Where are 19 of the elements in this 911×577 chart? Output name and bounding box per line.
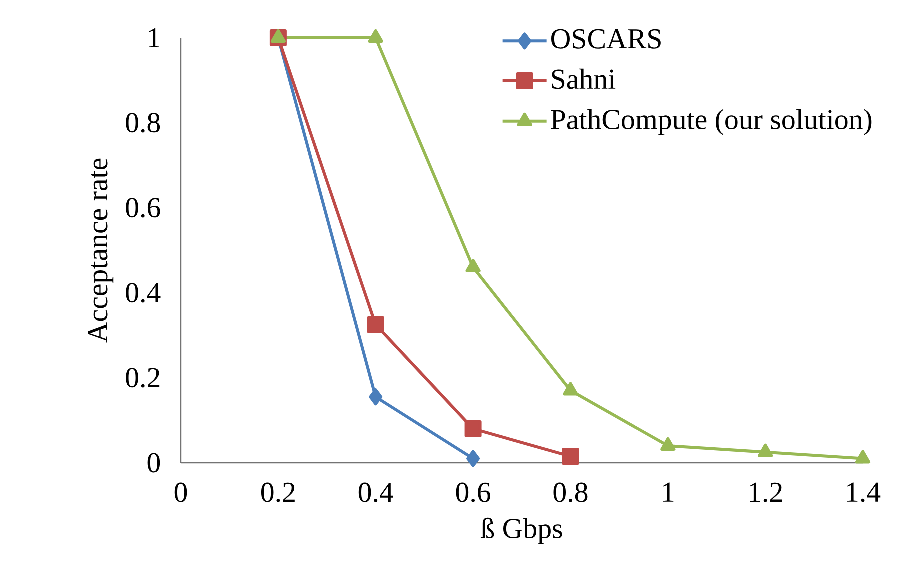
y-tick-label: 1 bbox=[149, 28, 160, 48]
x-tick-label: 0.2 bbox=[261, 482, 295, 502]
x-axis-title: ß Gbps bbox=[480, 518, 562, 544]
x-tick-label: 1.2 bbox=[750, 482, 782, 502]
y-axis-title: Acceptance rate bbox=[88, 158, 114, 343]
legend-label: Sahni bbox=[552, 68, 616, 90]
y-tick-label: 0.2 bbox=[126, 368, 160, 388]
y-tick-label: 0.8 bbox=[126, 113, 160, 133]
y-tick-label: 0.6 bbox=[126, 198, 160, 218]
x-tick-label: 1 bbox=[663, 482, 674, 502]
x-tick-label: 0.8 bbox=[554, 482, 588, 502]
legend-label: PathCompute (our solution) bbox=[551, 109, 872, 136]
x-tick-label: 1.4 bbox=[848, 482, 881, 502]
y-tick-label: 0.4 bbox=[126, 283, 161, 303]
x-tick-label: 0.6 bbox=[456, 482, 490, 502]
x-tick-label: 0.4 bbox=[358, 482, 394, 502]
y-tick-label: 0 bbox=[148, 453, 160, 473]
legend-label: OSCARS bbox=[552, 29, 661, 49]
x-tick-label: 0 bbox=[174, 482, 188, 502]
